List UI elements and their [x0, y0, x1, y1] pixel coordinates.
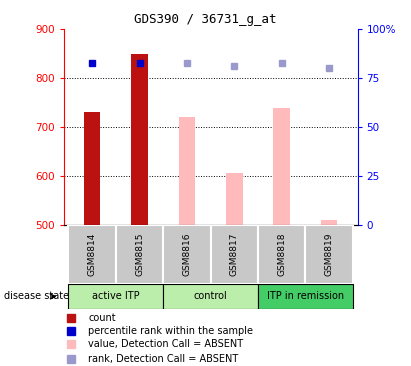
Text: GSM8815: GSM8815	[135, 233, 144, 276]
Text: GSM8818: GSM8818	[277, 233, 286, 276]
Text: control: control	[194, 291, 228, 302]
Bar	[179, 117, 195, 225]
Bar	[116, 225, 163, 284]
Bar	[211, 225, 258, 284]
Bar	[273, 108, 290, 225]
Text: rank, Detection Call = ABSENT: rank, Detection Call = ABSENT	[88, 354, 238, 364]
Bar	[321, 220, 337, 225]
Text: percentile rank within the sample: percentile rank within the sample	[88, 326, 253, 336]
Bar	[226, 173, 242, 225]
Text: GSM8816: GSM8816	[182, 233, 192, 276]
Bar	[84, 112, 100, 225]
Text: disease state: disease state	[4, 291, 69, 302]
Text: active ITP: active ITP	[92, 291, 140, 302]
Bar	[69, 284, 163, 309]
Text: GSM8814: GSM8814	[88, 233, 97, 276]
Bar	[163, 225, 211, 284]
Bar	[258, 225, 305, 284]
Text: value, Detection Call = ABSENT: value, Detection Call = ABSENT	[88, 339, 243, 350]
Text: GDS390 / 36731_g_at: GDS390 / 36731_g_at	[134, 13, 277, 26]
Bar	[305, 225, 353, 284]
Bar	[69, 225, 116, 284]
Bar	[131, 54, 148, 225]
Text: GSM8819: GSM8819	[325, 233, 334, 276]
Bar	[258, 284, 353, 309]
Text: count: count	[88, 313, 116, 323]
Text: GSM8817: GSM8817	[230, 233, 239, 276]
Text: ITP in remission: ITP in remission	[267, 291, 344, 302]
Bar	[163, 284, 258, 309]
